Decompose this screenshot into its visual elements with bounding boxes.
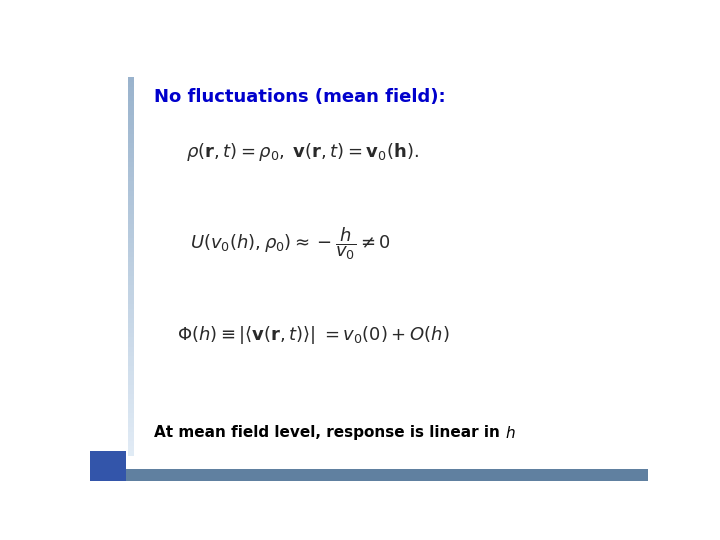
Bar	[128, 177, 133, 181]
Bar	[128, 148, 133, 153]
Bar	[128, 200, 133, 205]
Bar	[128, 271, 133, 276]
Bar	[128, 139, 133, 144]
Bar	[128, 257, 133, 262]
Bar	[128, 451, 133, 456]
Bar	[128, 314, 133, 319]
Bar	[128, 91, 133, 96]
Bar	[128, 285, 133, 290]
Bar	[128, 110, 133, 115]
Text: At mean field level, response is linear in: At mean field level, response is linear …	[154, 426, 505, 440]
Bar	[128, 163, 133, 167]
Bar	[128, 394, 133, 399]
Bar	[128, 134, 133, 139]
Bar	[128, 399, 133, 403]
Bar	[128, 77, 133, 82]
Bar	[128, 375, 133, 380]
Bar	[128, 96, 133, 101]
Bar	[128, 352, 133, 356]
Bar	[128, 380, 133, 384]
Bar	[128, 120, 133, 125]
Bar	[128, 413, 133, 418]
Bar	[128, 266, 133, 271]
Bar	[128, 422, 133, 427]
Bar	[128, 342, 133, 347]
Bar	[128, 290, 133, 295]
Text: $h$: $h$	[505, 425, 516, 441]
Bar	[128, 432, 133, 437]
Bar	[128, 389, 133, 394]
Bar	[128, 370, 133, 375]
Bar	[128, 442, 133, 446]
Text: No fluctuations (mean field):: No fluctuations (mean field):	[154, 87, 446, 106]
Bar	[90, 469, 648, 481]
Bar	[128, 437, 133, 442]
Bar	[128, 295, 133, 300]
Bar	[128, 144, 133, 148]
Bar	[128, 243, 133, 247]
Bar	[128, 233, 133, 238]
Bar	[128, 214, 133, 219]
Bar	[128, 238, 133, 243]
Bar	[128, 219, 133, 224]
Bar	[128, 167, 133, 172]
Bar	[128, 328, 133, 333]
Bar	[128, 309, 133, 314]
Text: $\Phi(h) \equiv |\langle \mathbf{v}(\mathbf{r}, t) \rangle| \; = v_0(0) + O(h)$: $\Phi(h) \equiv |\langle \mathbf{v}(\mat…	[177, 324, 449, 346]
Bar	[128, 195, 133, 200]
Bar	[128, 181, 133, 186]
Bar	[128, 224, 133, 228]
Bar	[128, 384, 133, 389]
Bar	[128, 403, 133, 408]
Bar	[128, 101, 133, 106]
Bar	[128, 228, 133, 233]
Bar	[128, 158, 133, 163]
Bar	[128, 300, 133, 305]
Bar	[128, 305, 133, 309]
Bar	[128, 361, 133, 366]
Bar	[128, 82, 133, 87]
Bar	[128, 153, 133, 158]
Text: $\rho(\mathbf{r}, t) = \rho_0, \; \mathbf{v}(\mathbf{r}, t) = \mathbf{v}_0(\math: $\rho(\mathbf{r}, t) = \rho_0, \; \mathb…	[186, 141, 418, 163]
Bar	[128, 262, 133, 266]
Bar	[128, 427, 133, 432]
Bar	[128, 319, 133, 323]
Bar	[128, 191, 133, 195]
Bar	[128, 276, 133, 281]
Bar	[128, 115, 133, 120]
Bar	[128, 356, 133, 361]
Bar	[128, 408, 133, 413]
Bar	[128, 323, 133, 328]
Bar	[128, 281, 133, 285]
Bar	[128, 247, 133, 252]
Text: $U(v_0(h), \rho_0) \approx -\dfrac{h}{v_0} \neq 0$: $U(v_0(h), \rho_0) \approx -\dfrac{h}{v_…	[191, 225, 391, 262]
Bar	[128, 106, 133, 110]
Bar	[128, 172, 133, 177]
Bar	[128, 446, 133, 451]
Bar	[128, 205, 133, 210]
Bar	[128, 347, 133, 352]
Bar	[128, 210, 133, 214]
Bar	[128, 129, 133, 134]
Bar	[128, 186, 133, 191]
Bar	[128, 366, 133, 370]
Bar	[128, 333, 133, 338]
Bar	[128, 125, 133, 129]
Bar	[128, 418, 133, 422]
Bar	[90, 451, 126, 481]
Bar	[128, 252, 133, 257]
Bar	[128, 87, 133, 91]
Bar	[128, 338, 133, 342]
